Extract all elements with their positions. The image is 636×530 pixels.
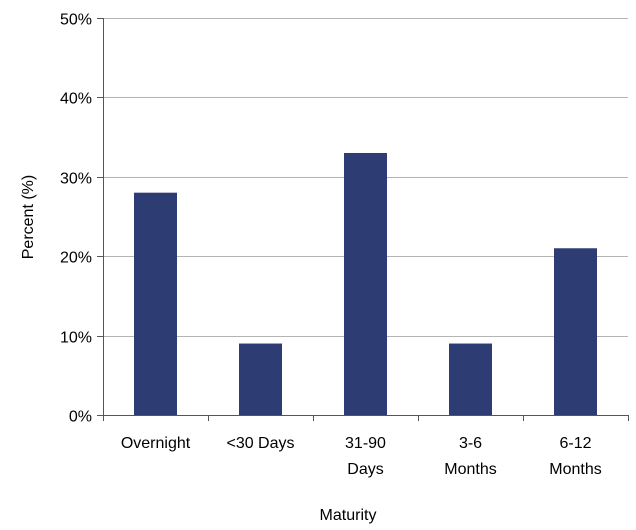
x-category-label: <30 Days xyxy=(226,435,294,452)
y-tick-label: 10% xyxy=(60,330,92,347)
x-category-label: Days xyxy=(347,461,383,478)
y-tick-label: 40% xyxy=(60,91,92,108)
bars xyxy=(134,152,597,416)
bar xyxy=(554,248,597,415)
y-tick-label: 0% xyxy=(69,409,92,426)
tick-labels: 0% 10% 20% 30% 40% 50% Overnight <30 Days 31-90 D… xyxy=(60,12,602,479)
x-category-label: 31-90 xyxy=(345,435,386,452)
bar xyxy=(239,343,282,415)
bar xyxy=(449,343,492,415)
x-category-label: Overnight xyxy=(121,435,191,452)
y-tick-label: 30% xyxy=(60,171,92,188)
y-tick-label: 50% xyxy=(60,12,92,29)
y-axis-title: Percent (%) xyxy=(20,175,37,259)
x-category-label: 3-6 xyxy=(459,435,482,452)
x-category-label: 6-12 xyxy=(559,435,591,452)
x-category-label: Months xyxy=(549,461,601,478)
y-tick-label: 20% xyxy=(60,250,92,267)
x-category-label: Months xyxy=(444,461,496,478)
axes xyxy=(97,18,629,421)
bar xyxy=(344,152,387,416)
x-axis-title: Maturity xyxy=(320,507,377,524)
bar xyxy=(134,192,177,415)
